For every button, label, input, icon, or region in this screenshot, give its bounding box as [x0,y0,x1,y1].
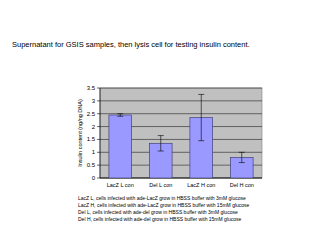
error-cap [117,113,123,114]
category-label: Del L con [149,182,172,188]
note: Del L, cells infected with ade-del grow … [78,209,238,215]
error-bar [158,136,164,151]
tick-label: 3.5 [87,85,96,91]
tick [97,139,100,140]
error-line [120,114,121,117]
tick [97,126,100,127]
y-axis-label: Insulin content (ng/ng DNA) [77,99,83,167]
error-bar [239,152,245,162]
grid-line [100,113,262,114]
category-label: Del H con [230,182,254,188]
tick-label: 0.5 [87,162,96,168]
error-cap [198,140,204,141]
error-line [201,94,202,140]
y-axis [100,88,101,178]
error-cap [198,94,204,95]
chart: Supernatant for GSIS samples, then lysis… [0,0,320,240]
tick [97,178,100,179]
note: Del H, cells infected with ade-del grow … [78,216,242,222]
error-cap [158,135,164,136]
error-bar [117,114,123,117]
error-line [160,136,161,151]
note: LacZ L, cells infected with ade-LacZ gro… [78,195,246,201]
bar [109,115,132,178]
note: LacZ H, cells infected with ade-LacZ gro… [78,202,250,208]
grid-line [100,88,262,89]
title: Supernatant for GSIS samples, then lysis… [12,40,250,49]
error-cap [158,151,164,152]
error-line [241,152,242,162]
tick [97,165,100,166]
tick-label: 3 [92,98,96,104]
plot-area [100,88,262,178]
tick-label: 1.5 [87,136,96,142]
tick [97,152,100,153]
bars [109,94,253,178]
tick [97,100,100,101]
tick [97,88,100,89]
grid-line [100,100,262,101]
tick-label: 1 [92,149,96,155]
error-cap [239,152,245,153]
tick [97,113,100,114]
error-bar [198,94,204,140]
tick-label: 2 [92,124,96,130]
error-cap [239,162,245,163]
error-cap [117,116,123,117]
tick-label: 2.5 [87,111,96,117]
category-label: LacZ L con [107,182,134,188]
category-label: LacZ H con [187,182,215,188]
tick-label: 0 [92,175,96,181]
